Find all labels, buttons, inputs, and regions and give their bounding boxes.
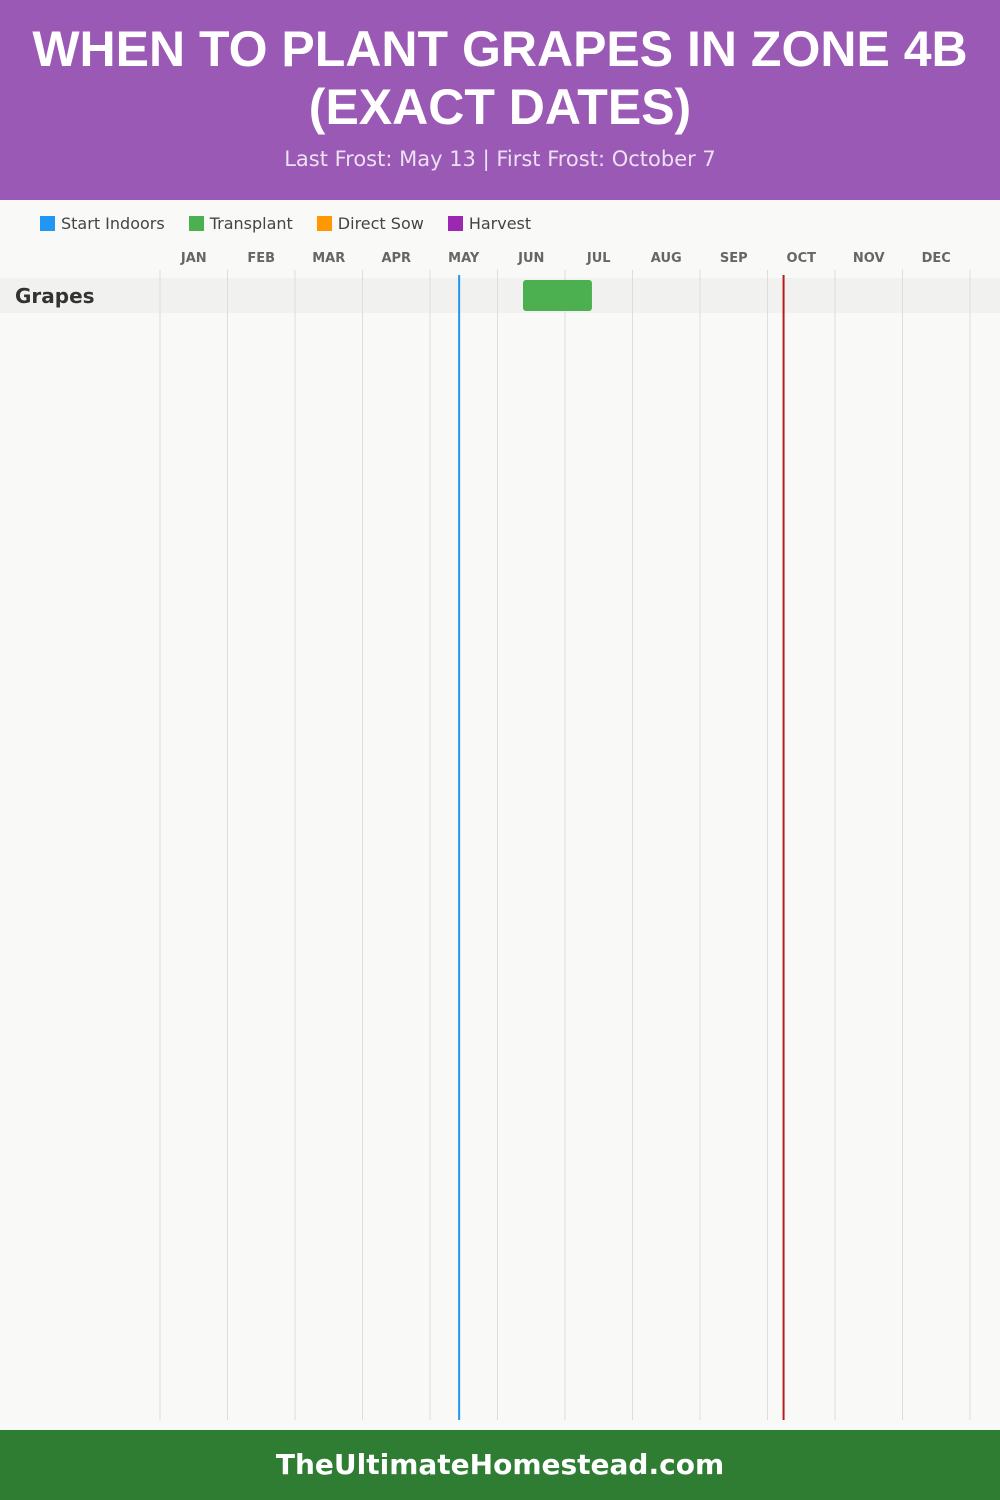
footer: TheUltimateHomestead.com	[0, 1430, 1000, 1500]
legend-swatch	[40, 216, 55, 231]
month-label-feb: FEB	[247, 251, 276, 266]
month-label-jan: JAN	[180, 251, 207, 266]
month-label-jun: JUN	[518, 251, 545, 266]
legend-label: Start Indoors	[61, 214, 165, 233]
month-label-oct: OCT	[786, 251, 816, 266]
legend-item-transplant: Transplant	[188, 214, 293, 233]
legend-item-harvest: Harvest	[447, 214, 532, 233]
month-label-apr: APR	[381, 251, 412, 266]
legend-item-start-indoors: Start Indoors	[40, 214, 165, 233]
legend-item-direct-sow: Direct Sow	[316, 214, 424, 233]
row-background	[0, 278, 1000, 313]
row-label-grapes: Grapes	[15, 284, 95, 308]
site-name: TheUltimateHomestead.com	[275, 1448, 725, 1481]
legend-swatch	[316, 216, 332, 231]
legend-label: Direct Sow	[337, 214, 424, 233]
header: When to Plant Grapes in Zone 4b (Exact D…	[0, 0, 1000, 200]
bar-transplant	[523, 280, 592, 311]
page-title: When to Plant Grapes in Zone 4b (Exact D…	[32, 21, 968, 135]
month-label-sep: SEP	[719, 251, 748, 266]
month-label-may: MAY	[448, 251, 480, 266]
month-label-mar: MAR	[312, 251, 346, 266]
month-label-dec: DEC	[921, 251, 951, 266]
legend-swatch	[188, 216, 204, 231]
legend: Start Indoors Transplant Direct Sow Harv…	[40, 214, 531, 233]
month-label-nov: NOV	[852, 251, 885, 266]
legend-label: Transplant	[209, 214, 293, 233]
frost-dates-subtitle: Last Frost: May 13 | First Frost: Octobe…	[284, 147, 716, 171]
month-label-aug: AUG	[650, 251, 682, 266]
legend-label: Harvest	[468, 214, 532, 233]
month-label-jul: JUL	[586, 251, 611, 266]
legend-swatch	[447, 216, 463, 231]
